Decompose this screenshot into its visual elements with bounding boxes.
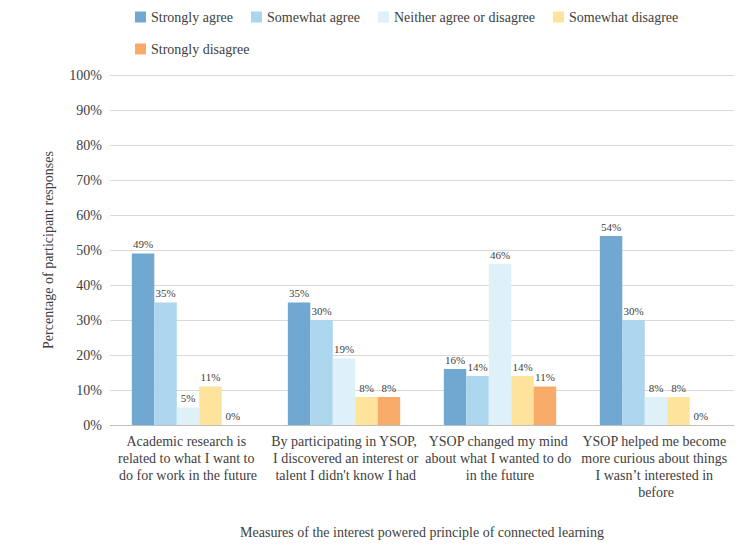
svg-text:19%: 19% [334, 343, 354, 355]
svg-text:Measures of the interest power: Measures of the interest powered princip… [240, 525, 604, 540]
svg-text:0%: 0% [83, 418, 102, 433]
svg-text:Percentage of participant resp: Percentage of participant responses [41, 151, 56, 349]
svg-text:100%: 100% [69, 68, 102, 83]
svg-text:By participating in YSOP,: By participating in YSOP, [271, 434, 417, 449]
svg-text:related to what I want to: related to what I want to [118, 451, 258, 466]
svg-text:11%: 11% [201, 371, 221, 383]
svg-text:90%: 90% [76, 103, 102, 118]
svg-text:30%: 30% [311, 305, 331, 317]
svg-text:talent I didn't know I had: talent I didn't know I had [272, 468, 416, 483]
svg-text:20%: 20% [76, 348, 102, 363]
svg-text:8%: 8% [671, 382, 686, 394]
svg-text:11%: 11% [535, 371, 555, 383]
svg-text:40%: 40% [76, 278, 102, 293]
svg-text:35%: 35% [289, 287, 309, 299]
svg-text:8%: 8% [359, 382, 374, 394]
svg-text:about what I wanted to do: about what I wanted to do [425, 451, 574, 466]
svg-text:Academic research is: Academic research is [126, 434, 249, 449]
svg-text:Neither agree or disagree: Neither agree or disagree [394, 10, 535, 25]
svg-text:I discovered an interest or: I discovered an interest or [270, 451, 419, 466]
svg-text:80%: 80% [76, 138, 102, 153]
svg-text:I wasn’t interested in: I wasn’t interested in [595, 468, 716, 483]
svg-text:YSOP changed my mind: YSOP changed my mind [429, 434, 572, 449]
svg-text:16%: 16% [445, 354, 465, 366]
svg-text:0%: 0% [694, 410, 709, 422]
svg-text:Somewhat disagree: Somewhat disagree [569, 10, 678, 25]
svg-text:in the future: in the future [466, 468, 534, 483]
svg-text:0%: 0% [226, 410, 241, 422]
svg-text:30%: 30% [623, 305, 643, 317]
svg-text:14%: 14% [467, 361, 487, 373]
svg-text:do for work in the future: do for work in the future [119, 468, 257, 483]
svg-text:before: before [638, 485, 674, 500]
svg-text:8%: 8% [382, 382, 397, 394]
svg-text:5%: 5% [181, 392, 196, 404]
svg-text:49%: 49% [133, 238, 153, 250]
svg-text:Strongly disagree: Strongly disagree [151, 42, 249, 57]
svg-text:Strongly agree: Strongly agree [151, 10, 233, 25]
svg-text:Somewhat agree: Somewhat agree [267, 10, 360, 25]
svg-text:46%: 46% [490, 249, 510, 261]
svg-text:50%: 50% [76, 243, 102, 258]
svg-text:8%: 8% [649, 382, 664, 394]
svg-text:YSOP helped me become: YSOP helped me become [582, 434, 729, 449]
svg-text:30%: 30% [76, 313, 102, 328]
svg-text:54%: 54% [601, 221, 621, 233]
svg-text:35%: 35% [155, 287, 175, 299]
svg-text:more curious about things: more curious about things [581, 451, 730, 466]
svg-text:14%: 14% [512, 361, 532, 373]
svg-text:70%: 70% [76, 173, 102, 188]
svg-text:60%: 60% [76, 208, 102, 223]
svg-text:10%: 10% [76, 383, 102, 398]
